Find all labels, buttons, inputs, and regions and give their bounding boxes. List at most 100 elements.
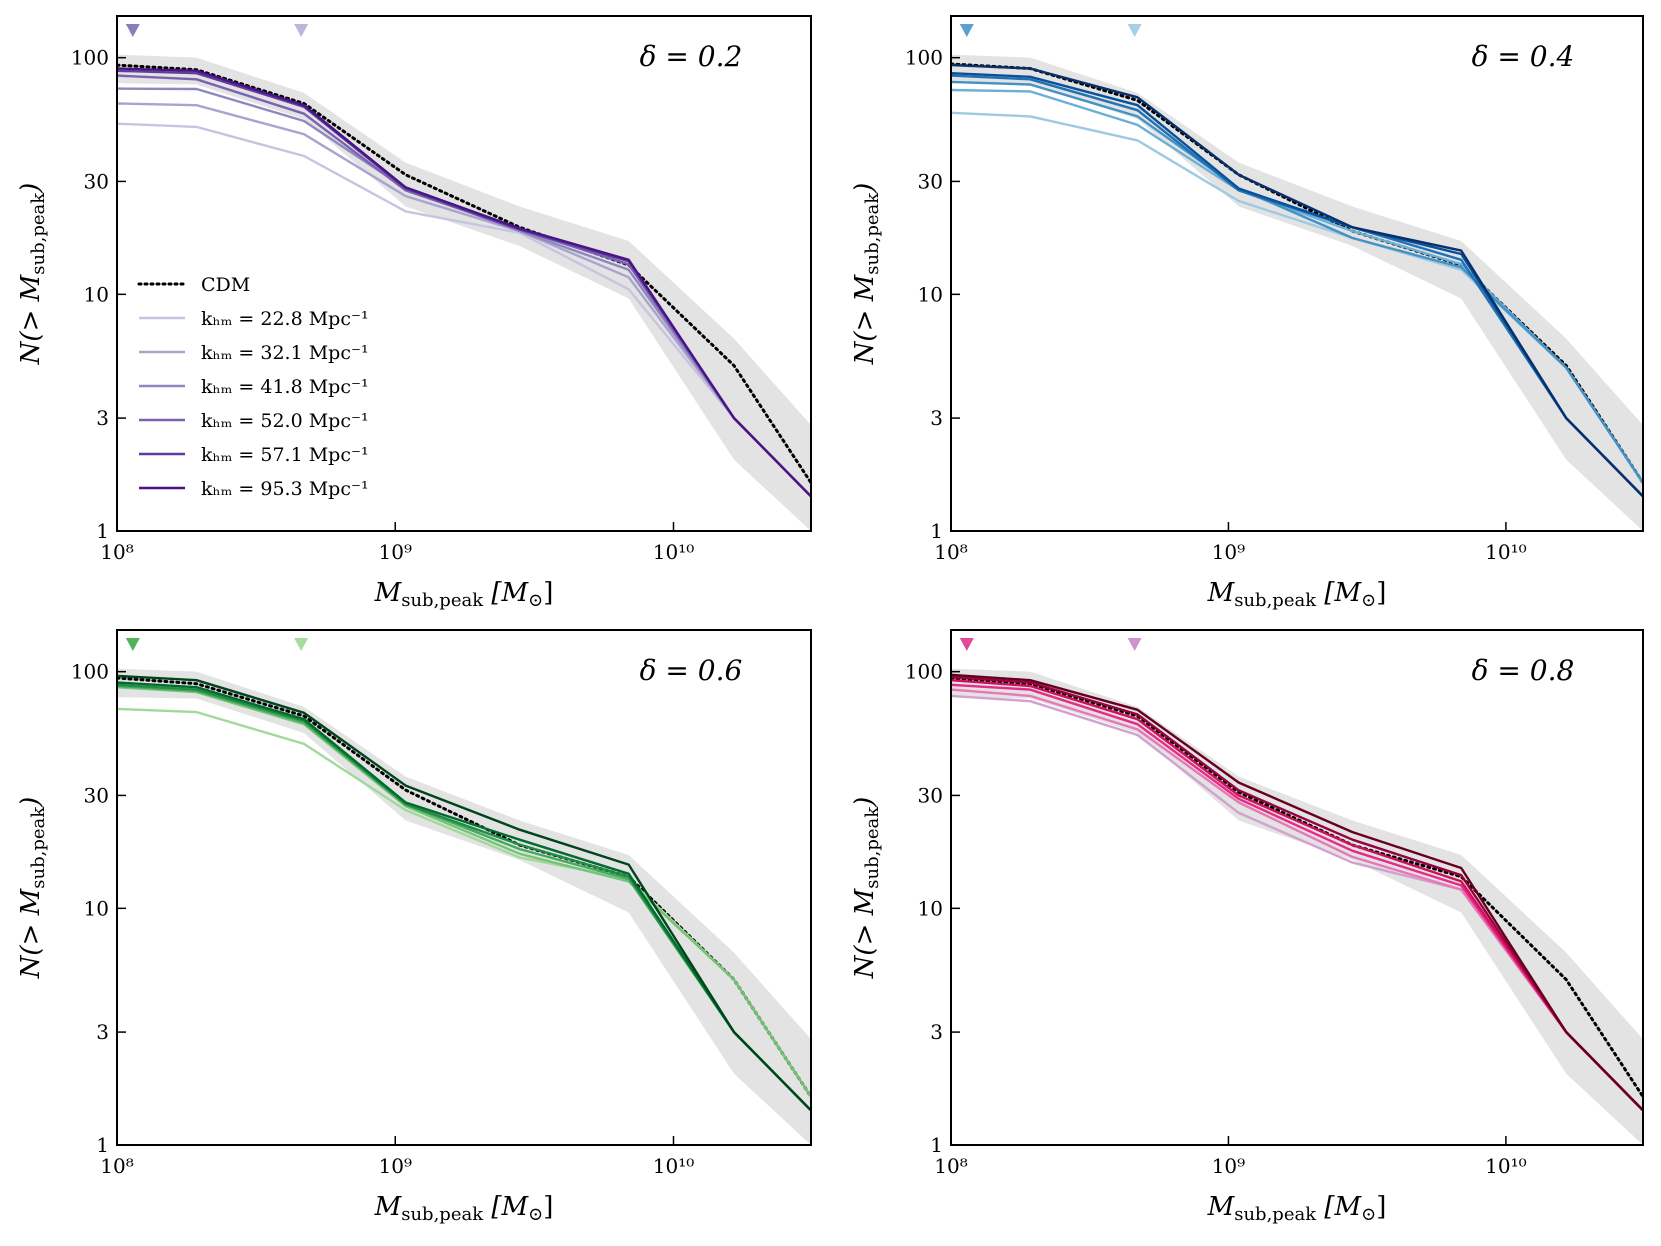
series-line (951, 80, 1643, 484)
label-part: M (374, 1192, 403, 1222)
y-tick-label: 30 (84, 169, 109, 193)
series-line (951, 676, 1643, 1099)
label-part: M (1207, 578, 1236, 608)
series-line (117, 683, 811, 1112)
label-part: ] (543, 1192, 553, 1222)
axes-frame (950, 15, 1644, 532)
y-tick-label: 100 (905, 46, 943, 70)
y-tick-label: 1 (930, 519, 943, 543)
label-part: ⊙ (528, 590, 543, 611)
annotation: δ = 0.2 (640, 40, 743, 73)
legend-label: CDM (201, 274, 250, 296)
series-line (951, 683, 1643, 1112)
x-tick-label: 10⁸ (934, 1154, 967, 1178)
series-line (951, 673, 1643, 1112)
label-part: ⊙ (1361, 590, 1376, 611)
y-tick-label: 100 (71, 46, 109, 70)
scatter-band (117, 54, 811, 531)
x-axis-label: Msub,peak [M⊙] (374, 578, 554, 611)
series-line (117, 102, 811, 498)
y-tick-label: 10 (918, 282, 943, 306)
label-part: ] (1376, 1192, 1386, 1222)
y-axis-label: N(> Msub,peak) (850, 183, 883, 366)
label-part: ) (16, 797, 46, 808)
mass-marker (959, 638, 974, 651)
label-part: ⊙ (528, 1204, 543, 1225)
series-line (951, 74, 1643, 498)
x-axis-label: Msub,peak [M⊙] (1207, 578, 1387, 611)
series-line (117, 676, 811, 1099)
axes-frame (116, 15, 812, 532)
series-line (117, 67, 811, 498)
legend-label: kₕₘ = 22.8 Mpc⁻¹ (201, 308, 369, 330)
axes-frame (116, 629, 812, 1146)
x-tick-label: 10⁹ (1212, 1154, 1245, 1178)
series-line (117, 684, 811, 1112)
label-part: ] (1376, 578, 1386, 608)
label-part: sub,peak (1234, 1204, 1317, 1225)
legend-label: kₕₘ = 52.0 Mpc⁻¹ (201, 410, 369, 432)
y-tick-label: 10 (84, 896, 109, 920)
x-tick-label: 10⁸ (934, 540, 967, 564)
plot-area (117, 668, 811, 1145)
mass-marker (959, 24, 974, 37)
label-part: sub,peak (1234, 590, 1317, 611)
legend-label: kₕₘ = 32.1 Mpc⁻¹ (201, 342, 369, 364)
y-tick-label: 1 (96, 1133, 109, 1157)
y-tick-label: 10 (84, 282, 109, 306)
label-part: ] (543, 578, 553, 608)
mass-marker (125, 638, 140, 651)
y-tick-label: 3 (930, 1020, 943, 1044)
legend-label: kₕₘ = 57.1 Mpc⁻¹ (201, 444, 369, 466)
label-part: sub,peak (28, 192, 49, 275)
x-tick-label: 10¹⁰ (1485, 540, 1526, 564)
label-part: sub,peak (28, 806, 49, 889)
series-line (951, 688, 1643, 1112)
label-part: N(> M (16, 887, 46, 979)
label-part: ⊙ (1361, 1204, 1376, 1225)
series-line (117, 707, 811, 1098)
series-line (951, 675, 1643, 1112)
mass-marker (294, 638, 309, 651)
label-part: sub,peak (862, 192, 883, 275)
label-part: [M (1316, 578, 1362, 608)
mass-marker (125, 24, 140, 37)
axes-frame (950, 629, 1644, 1146)
y-axis-label: N(> Msub,peak) (850, 797, 883, 980)
series-line (951, 88, 1643, 484)
label-part: sub,peak (401, 590, 484, 611)
y-tick-label: 30 (918, 783, 943, 807)
series-line (951, 62, 1643, 485)
scatter-band (117, 668, 811, 1145)
label-part: M (1207, 1192, 1236, 1222)
label-part: sub,peak (862, 806, 883, 889)
label-part: [M (483, 1192, 529, 1222)
label-part: N(> M (16, 273, 46, 365)
x-axis-label: Msub,peak [M⊙] (1207, 1192, 1387, 1225)
x-tick-label: 10⁹ (379, 540, 412, 564)
label-part: ) (16, 183, 46, 194)
label-part: sub,peak (401, 1204, 484, 1225)
y-axis-label: N(> Msub,peak) (16, 183, 49, 366)
legend-label: kₕₘ = 95.3 Mpc⁻¹ (201, 478, 369, 500)
mass-marker (1127, 24, 1142, 37)
label-part: M (374, 578, 403, 608)
plot-area (117, 54, 811, 531)
label-part: N(> M (850, 273, 880, 365)
x-tick-label: 10⁹ (1212, 540, 1245, 564)
series-line (117, 681, 811, 1112)
plot-area (951, 54, 1643, 531)
plot-area (951, 668, 1643, 1145)
mass-marker (1127, 638, 1142, 651)
mass-marker (294, 24, 309, 37)
scatter-band (951, 668, 1643, 1145)
series-line (951, 679, 1643, 1112)
label-part: [M (1316, 1192, 1362, 1222)
x-tick-label: 10¹⁰ (653, 540, 694, 564)
series-line (951, 72, 1643, 498)
